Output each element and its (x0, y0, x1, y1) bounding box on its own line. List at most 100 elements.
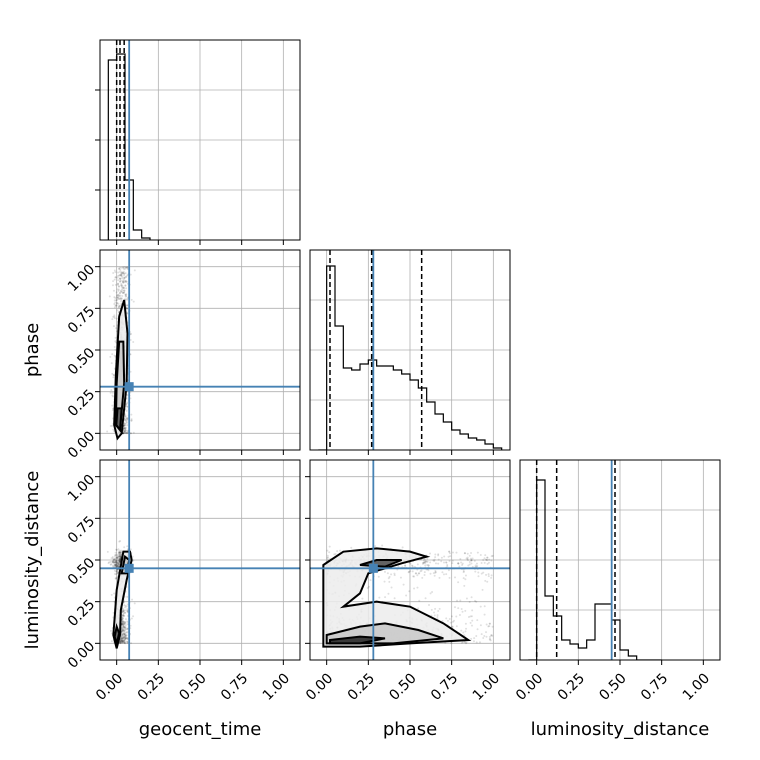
sample-point (118, 551, 121, 554)
sample-point (424, 560, 427, 563)
sample-point (109, 629, 112, 632)
sample-point (123, 266, 126, 269)
sample-point (119, 555, 122, 558)
sample-point (491, 634, 494, 637)
sample-point (457, 562, 460, 565)
sample-point (121, 620, 124, 623)
sample-point (124, 641, 127, 644)
sample-point (125, 293, 128, 296)
sample-point (119, 540, 122, 543)
sample-point (122, 280, 125, 283)
sample-point (122, 614, 125, 617)
sample-point (460, 561, 463, 564)
sample-point (464, 578, 467, 581)
sample-point (122, 622, 125, 625)
sample-point (133, 269, 136, 272)
hist-content (318, 250, 503, 450)
sample-point (122, 631, 125, 634)
sample-point (421, 562, 424, 565)
sample-point (115, 560, 118, 563)
sample-point (424, 560, 427, 563)
sample-point (111, 557, 114, 560)
sample-point (461, 640, 464, 643)
sample-point (116, 570, 119, 573)
sample-point (486, 580, 489, 583)
sample-point (120, 290, 123, 293)
sample-point (130, 419, 133, 422)
sample-point (125, 405, 128, 408)
sample-point (118, 274, 121, 277)
sample-point (122, 272, 125, 275)
sample-point (122, 614, 125, 617)
sample-point (108, 295, 111, 298)
sample-point (126, 631, 129, 634)
sample-point (118, 304, 121, 307)
sample-point (113, 559, 116, 562)
sample-point (109, 560, 112, 563)
sample-point (455, 615, 458, 618)
sample-point (116, 565, 119, 568)
sample-point (112, 565, 115, 568)
sample-point (402, 583, 405, 586)
sample-point (125, 402, 128, 405)
sample-point (434, 571, 437, 574)
sample-point (124, 415, 127, 418)
sample-point (132, 300, 135, 303)
sample-point (393, 572, 396, 575)
sample-point (438, 576, 441, 579)
sample-point (350, 546, 353, 549)
sample-point (120, 274, 123, 277)
sample-point (123, 642, 126, 645)
sample-point (374, 545, 377, 548)
sample-point (465, 597, 468, 600)
sample-point (124, 418, 127, 421)
sample-point (480, 633, 483, 636)
sample-point (113, 354, 116, 357)
sample-point (491, 625, 494, 628)
sample-point (120, 273, 123, 276)
sample-point (460, 608, 463, 611)
sample-point (124, 626, 127, 629)
sample-point (471, 609, 474, 612)
sample-point (123, 430, 126, 433)
sample-point (114, 564, 117, 567)
sample-point (111, 409, 114, 412)
sample-point (120, 271, 123, 274)
sample-point (121, 622, 124, 625)
sample-point (117, 271, 120, 274)
sample-point (119, 558, 122, 561)
sample-point (117, 556, 120, 559)
sample-point (122, 610, 125, 613)
sample-point (119, 552, 122, 555)
sample-point (120, 551, 123, 554)
sample-point (124, 604, 127, 607)
sample-point (485, 631, 488, 634)
sample-point (436, 614, 439, 617)
sample-point (118, 561, 121, 564)
sample-point (122, 639, 125, 642)
sample-point (123, 620, 126, 623)
sample-point (124, 635, 127, 638)
sample-point (422, 561, 425, 564)
contour-level-2 (115, 407, 123, 433)
sample-point (476, 628, 479, 631)
sample-point (485, 635, 488, 638)
sample-point (130, 642, 133, 645)
sample-point (383, 570, 386, 573)
sample-point (122, 636, 125, 639)
sample-point (416, 574, 419, 577)
sample-point (448, 550, 451, 553)
sample-point (407, 570, 410, 573)
sample-point (121, 628, 124, 631)
sample-point (120, 282, 123, 285)
sample-point (452, 619, 455, 622)
sample-point (119, 289, 122, 292)
sample-point (125, 605, 128, 608)
sample-point (114, 559, 117, 562)
sample-point (113, 299, 116, 302)
sample-point (451, 559, 454, 562)
sample-point (115, 556, 118, 559)
sample-point (114, 561, 117, 564)
sample-point (117, 561, 120, 564)
